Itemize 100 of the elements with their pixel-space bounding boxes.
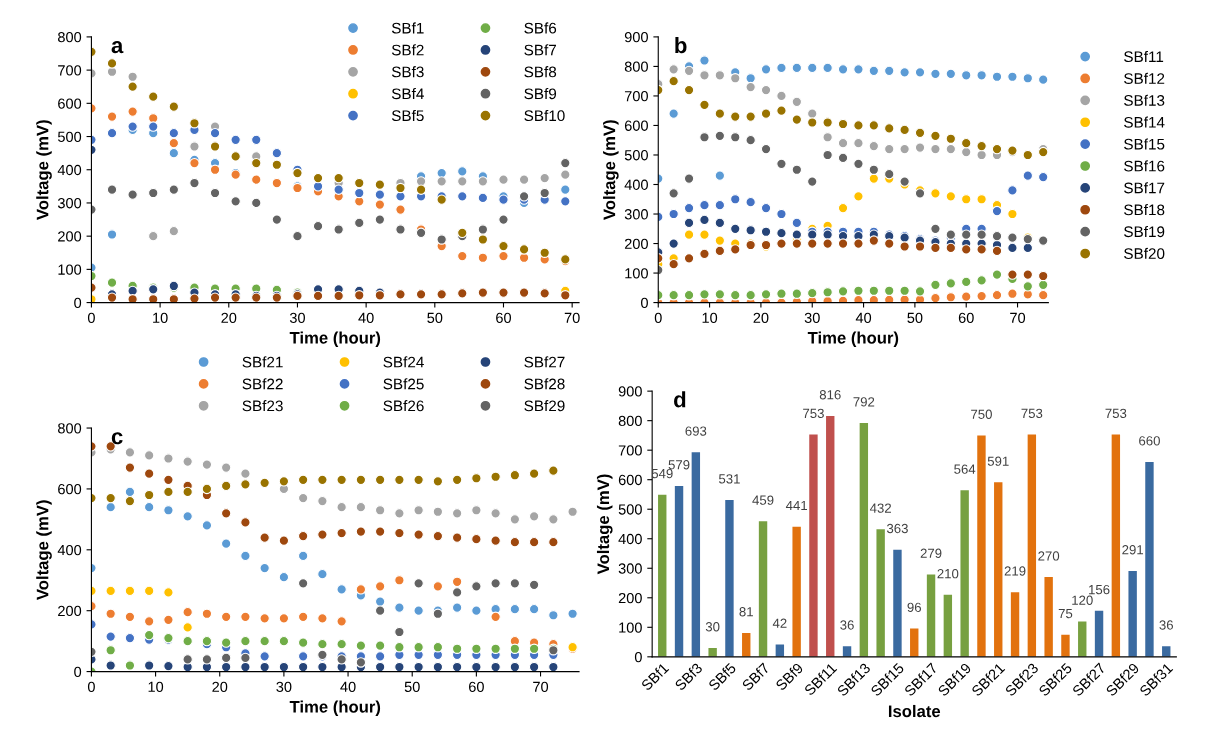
point [271, 147, 283, 159]
point [548, 465, 559, 476]
point [148, 121, 159, 132]
point [148, 91, 159, 102]
point [730, 223, 741, 234]
bar [708, 647, 717, 657]
point [124, 585, 136, 597]
legend-label: SBf29 [524, 400, 565, 412]
point [868, 173, 880, 184]
bar [926, 574, 936, 657]
point [312, 172, 324, 184]
point [668, 64, 679, 75]
y-tick-label: 500 [57, 131, 82, 142]
y-tick-label: 800 [58, 423, 82, 434]
legend-label: SBf26 [383, 400, 424, 412]
point [961, 229, 972, 240]
point [106, 184, 118, 195]
point [168, 101, 180, 112]
y-tick-label: 300 [624, 209, 648, 220]
point [230, 134, 241, 146]
data-label: 693 [685, 426, 707, 436]
data-label: 120 [1072, 595, 1093, 605]
point [292, 230, 303, 242]
point [297, 578, 309, 589]
point [991, 143, 1003, 155]
point [240, 468, 251, 479]
point [760, 108, 772, 119]
point [528, 468, 540, 479]
point [991, 230, 1003, 242]
point [336, 584, 347, 595]
point [106, 111, 118, 122]
legend-label: SBf14 [1124, 116, 1165, 128]
point [259, 477, 270, 489]
point [714, 199, 726, 211]
bar [893, 549, 902, 657]
point [182, 607, 193, 618]
point [394, 474, 405, 486]
point [336, 474, 347, 486]
point [374, 661, 386, 672]
point [317, 661, 328, 672]
point [509, 470, 521, 481]
point [1022, 281, 1034, 292]
bar [1145, 461, 1154, 657]
bar [758, 521, 768, 657]
x-axis-title: Time (hour) [289, 700, 381, 716]
bar [792, 526, 801, 657]
legend-label: SBf8 [524, 66, 557, 78]
point [776, 105, 787, 116]
y-tick-label: 800 [618, 415, 642, 427]
x-tick-label: 50 [427, 312, 443, 324]
y-tick-label: 900 [618, 386, 642, 397]
point [317, 638, 328, 650]
y-tick-label: 100 [58, 264, 82, 275]
annotation: b [675, 36, 687, 54]
point [259, 532, 270, 543]
point [745, 135, 756, 146]
point [105, 660, 116, 671]
annotation: c [111, 432, 123, 445]
point [201, 654, 213, 665]
point [105, 608, 116, 619]
point [336, 638, 347, 650]
legend-label: SBf3 [391, 66, 424, 78]
point [976, 140, 987, 152]
point [127, 106, 138, 117]
point [914, 67, 926, 78]
point [333, 224, 344, 235]
point [251, 174, 262, 185]
point [668, 108, 679, 119]
x-tick-label: 20 [753, 312, 769, 324]
point [853, 158, 864, 170]
point [853, 137, 864, 149]
point [457, 191, 468, 202]
bar [725, 500, 734, 657]
point [395, 182, 406, 194]
x-tick-label: 70 [564, 312, 580, 324]
data-label: 75 [1058, 608, 1073, 619]
point [105, 631, 116, 642]
point [189, 141, 200, 152]
point [297, 661, 309, 672]
data-label: 81 [739, 607, 753, 617]
point [868, 235, 880, 246]
legend-label: SBf19 [1124, 225, 1165, 238]
bar [826, 415, 835, 657]
point [498, 214, 509, 225]
point [490, 471, 501, 482]
point [548, 514, 559, 525]
point [745, 289, 756, 301]
point [201, 483, 213, 495]
point [127, 189, 138, 200]
point [124, 495, 136, 507]
legend-label: SBf10 [524, 109, 565, 122]
point [714, 217, 726, 229]
x-tick-label: 70 [533, 681, 549, 693]
point [930, 292, 941, 303]
point [201, 608, 213, 619]
point [394, 642, 405, 653]
point [1007, 185, 1018, 196]
point [317, 529, 328, 540]
point [822, 132, 833, 143]
point [240, 479, 251, 490]
